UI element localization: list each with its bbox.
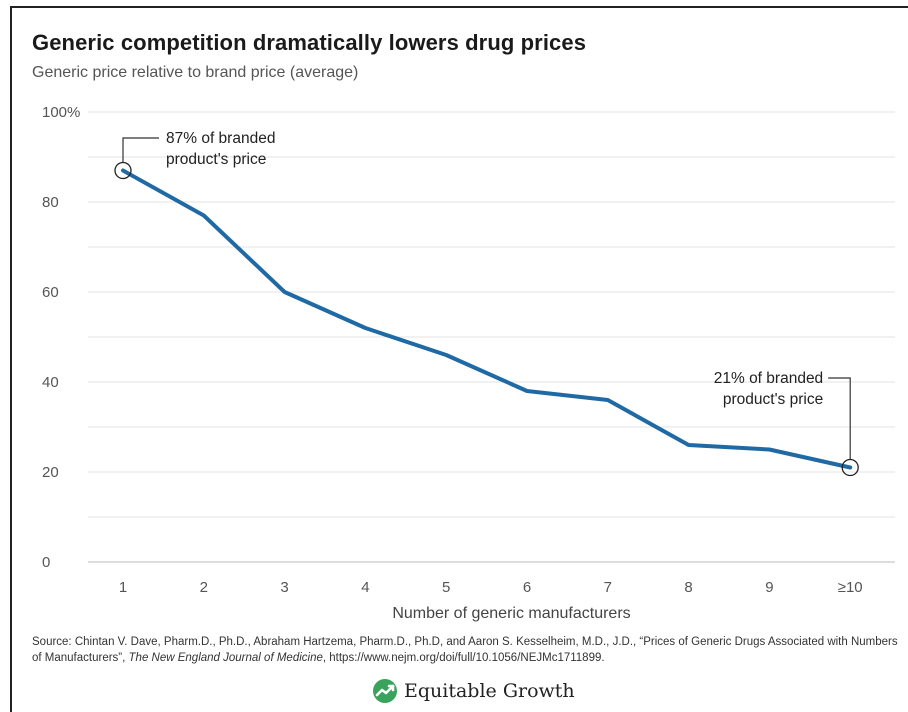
annotation-label: product's price <box>166 151 266 168</box>
annotation-leader <box>828 377 851 460</box>
x-tick-label: 4 <box>361 579 369 596</box>
chart-subtitle: Generic price relative to brand price (a… <box>32 64 359 81</box>
y-tick-label: 60 <box>42 284 59 301</box>
x-tick-label: ≥10 <box>838 579 863 596</box>
source-note: Source: Chintan V. Dave, Pharm.D., Ph.D.… <box>32 634 904 666</box>
x-tick-label: 6 <box>523 579 531 596</box>
x-axis-label: Number of generic manufacturers <box>392 605 630 622</box>
y-tick-label: 40 <box>42 374 59 391</box>
source-journal: The New England Journal of Medicine <box>128 652 323 664</box>
annotation-leader <box>122 137 159 163</box>
brand-name: Equitable Growth <box>404 680 575 702</box>
chart-title: Generic competition dramatically lowers … <box>32 30 587 55</box>
annotation-label: product's price <box>723 391 823 408</box>
x-tick-label: 8 <box>684 579 692 596</box>
y-tick-label: 0 <box>42 554 50 571</box>
series-group <box>121 168 853 470</box>
y-axis-tick-labels: 0 20 40 60 80 100% <box>42 104 80 571</box>
y-tick-label: 80 <box>42 194 59 211</box>
x-tick-label: 9 <box>765 579 773 596</box>
x-axis-tick-labels: 1 2 3 4 5 6 7 8 9 ≥10 <box>119 579 863 596</box>
x-tick-label: 7 <box>604 579 612 596</box>
y-tick-label: 20 <box>42 464 59 481</box>
gridlines <box>88 111 895 563</box>
brand-footer: Equitable Growth <box>372 678 575 704</box>
line-chart: 0 20 40 60 80 100% 1 2 3 4 5 6 7 8 9 ≥10 Number of gen… <box>42 104 895 622</box>
equitable-growth-logo-icon <box>373 679 397 703</box>
x-tick-label: 1 <box>119 579 127 596</box>
annotation-label: 21% of branded <box>714 370 823 387</box>
source-url: , https://www.nejm.org/doi/full/10.1056/… <box>322 652 605 664</box>
source-text: Source: Chintan V. Dave, Pharm.D., Ph.D.… <box>32 636 898 664</box>
annotations: 87% of branded product's price 21% of bran… <box>114 130 859 477</box>
series-line <box>121 168 853 470</box>
x-tick-label: 3 <box>280 579 288 596</box>
chart-frame <box>10 6 908 712</box>
y-tick-label: 100% <box>42 104 80 121</box>
x-tick-label: 2 <box>200 579 208 596</box>
x-tick-label: 5 <box>442 579 450 596</box>
annotation-label: 87% of branded <box>166 130 275 147</box>
